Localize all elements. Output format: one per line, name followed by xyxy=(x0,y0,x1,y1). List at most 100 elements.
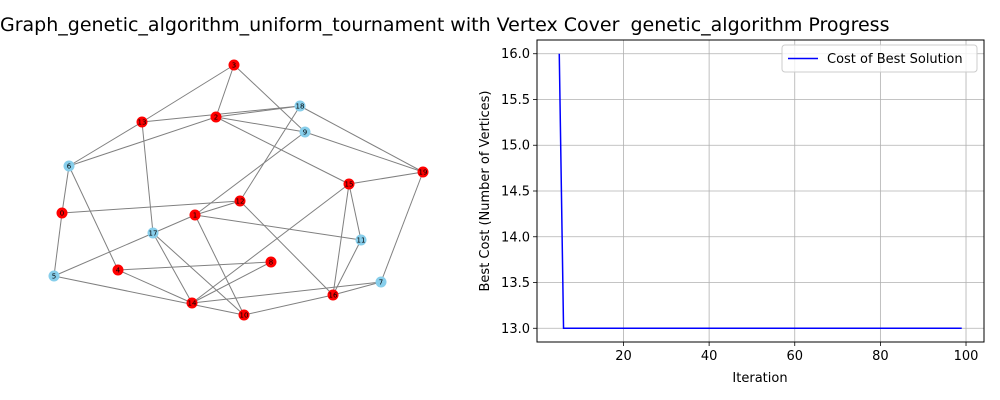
graph-node xyxy=(375,276,387,288)
graph-edge xyxy=(53,212,63,277)
graph-edge xyxy=(68,121,143,167)
graph-edge xyxy=(233,64,306,133)
graph-node xyxy=(186,297,198,309)
graph-edge xyxy=(194,200,241,216)
graph-node xyxy=(355,234,367,246)
graph-node xyxy=(48,270,60,282)
axis-ticks: 20 40 60 80 100 13.0 13.5 14.0 14.5 15.0 15.5 16.0 xyxy=(501,47,978,364)
graph-node xyxy=(417,166,429,178)
graph-node-label: 10 xyxy=(240,312,249,320)
y-axis-label: Best Cost (Number of Vertices) xyxy=(478,91,493,292)
graph-node-label: 6 xyxy=(67,163,72,171)
graph-edge xyxy=(194,131,306,216)
graph-node-label: 1 xyxy=(193,212,197,220)
graph-edge xyxy=(117,269,193,304)
y-tick-label: 13.5 xyxy=(501,276,530,291)
graph-edge xyxy=(68,116,217,167)
graph-edge xyxy=(239,200,334,296)
x-axis-label: Iteration xyxy=(732,371,787,386)
graph-node-label: 16 xyxy=(329,292,338,300)
graph-edge xyxy=(215,116,306,133)
graph-edge xyxy=(215,64,235,118)
legend-box xyxy=(781,44,978,73)
graph-edge xyxy=(152,232,193,304)
graph-node-label: 9 xyxy=(303,129,307,137)
legend-label: Cost of Best Solution xyxy=(827,52,963,67)
graph-node xyxy=(265,256,277,268)
graph-node-label: 15 xyxy=(345,181,354,189)
graph-node xyxy=(294,100,306,112)
graph-node-label: 14 xyxy=(188,300,197,308)
graph-edge xyxy=(191,183,350,304)
graph-edges xyxy=(53,64,424,316)
graph-node xyxy=(343,178,355,190)
graph-node-label: 4 xyxy=(116,267,121,275)
graph-node-label: 2 xyxy=(214,114,218,122)
graph-node-label: 0 xyxy=(60,210,64,218)
graph-node-label: 18 xyxy=(296,103,305,111)
x-tick-label: 20 xyxy=(615,349,632,364)
graph-edge xyxy=(68,165,119,271)
graph-node xyxy=(234,195,246,207)
graph-node-label: 11 xyxy=(357,237,366,245)
graph-node-label: 3 xyxy=(232,62,236,70)
line-chart-title: genetic_algorithm Progress xyxy=(631,14,890,36)
graph-node-label: 19 xyxy=(419,169,428,177)
graph-edge xyxy=(332,281,382,296)
y-tick-label: 14.0 xyxy=(501,230,530,245)
graph-edge xyxy=(304,131,424,173)
x-tick-label: 40 xyxy=(701,349,718,364)
graph-node xyxy=(327,289,339,301)
graph-edge xyxy=(152,232,245,316)
graph-node-label: 8 xyxy=(269,259,273,267)
graph-edge xyxy=(53,275,245,316)
graph-node xyxy=(136,116,148,128)
x-tick-label: 80 xyxy=(872,349,889,364)
legend: Cost of Best Solution xyxy=(781,44,978,73)
x-tick-label: 100 xyxy=(954,349,979,364)
graph-node xyxy=(56,207,68,219)
graph-edge xyxy=(243,294,334,316)
graph-node-label: 5 xyxy=(52,273,56,281)
graph-node xyxy=(210,111,222,123)
graph-edge xyxy=(299,105,424,173)
grid-lines xyxy=(537,40,984,342)
graph-edge xyxy=(61,165,70,214)
graph-edge xyxy=(239,105,301,202)
graph-node-label: 13 xyxy=(138,119,147,127)
graph-edge xyxy=(332,239,362,296)
graph-node xyxy=(112,264,124,276)
graph-edge xyxy=(215,105,301,118)
graph-node xyxy=(63,160,75,172)
line-chart-panel: genetic_algorithm Progress 20 40 60 80 100 13… xyxy=(478,14,985,386)
graph-edge xyxy=(332,183,350,296)
y-tick-label: 15.5 xyxy=(501,93,530,108)
graph-node-label: 17 xyxy=(149,230,158,238)
graph-node xyxy=(238,309,250,321)
graph-title: Graph_genetic_algorithm_uniform_tourname… xyxy=(0,14,620,36)
graph-edge xyxy=(194,214,362,241)
graph-edge xyxy=(141,64,235,123)
graph-edge xyxy=(141,105,301,123)
graph-edge xyxy=(348,183,362,241)
graph-edge xyxy=(380,171,424,283)
graph-edge xyxy=(141,121,154,234)
y-tick-label: 13.0 xyxy=(501,322,530,337)
graph-node xyxy=(189,209,201,221)
graph-node-label: 7 xyxy=(379,279,383,287)
graph-node xyxy=(147,227,159,239)
series-line-cost-of-best-solution xyxy=(558,53,962,330)
graph-edge xyxy=(348,171,424,185)
graph-panel: Graph_genetic_algorithm_uniform_tourname… xyxy=(0,14,620,321)
y-tick-label: 14.5 xyxy=(501,185,530,200)
graph-node xyxy=(299,126,311,138)
y-tick-label: 16.0 xyxy=(501,47,530,62)
graph-edge xyxy=(117,261,272,271)
graph-edge xyxy=(191,281,382,304)
y-tick-label: 15.0 xyxy=(501,139,530,154)
graph-edge xyxy=(53,214,196,277)
graph-node-label: 12 xyxy=(236,198,245,206)
graph-edge xyxy=(191,261,272,304)
